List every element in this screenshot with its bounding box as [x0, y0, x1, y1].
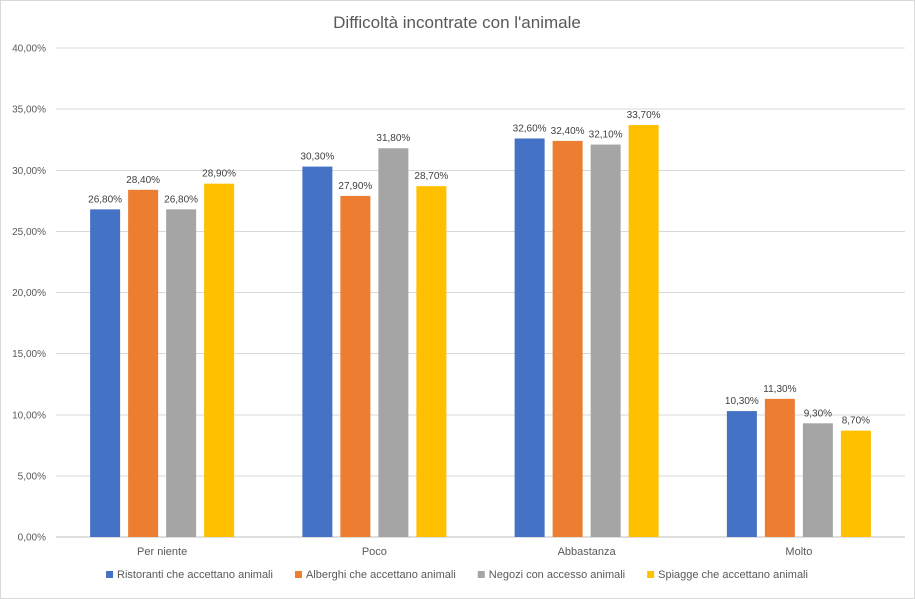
bar [128, 189, 159, 537]
data-label: 27,90% [338, 181, 372, 192]
y-tick-label: 0,00% [18, 533, 46, 544]
legend-item: Spiagge che accettano animali [647, 569, 808, 581]
bar [552, 140, 583, 537]
x-tick-label: Molto [785, 546, 812, 558]
data-label: 28,40% [126, 175, 160, 186]
legend-item: Ristoranti che accettano animali [106, 569, 273, 581]
bar [90, 209, 121, 537]
x-tick-label: Per niente [137, 546, 187, 558]
data-label: 30,30% [300, 152, 334, 163]
x-tick-label: Abbastanza [558, 546, 617, 558]
legend-label: Spiagge che accettano animali [658, 569, 808, 581]
bar [302, 166, 333, 537]
bars [90, 125, 871, 538]
data-label: 26,80% [164, 194, 198, 205]
bar [166, 209, 197, 537]
data-label: 32,10% [589, 130, 623, 141]
x-axis: Per niente Poco Abbastanza Molto [137, 546, 812, 558]
x-tick-label: Poco [362, 546, 387, 558]
y-tick-label: 15,00% [12, 349, 46, 360]
legend-swatch [106, 571, 114, 578]
legend-swatch [477, 571, 485, 578]
bar [514, 138, 545, 537]
legend-item: Negozi con accesso animali [477, 569, 625, 581]
legend: Ristoranti che accettano animali Alberghi… [106, 569, 808, 581]
chart-title: Difficoltà incontrate con l'animale [333, 13, 581, 32]
bar [416, 186, 447, 537]
bar [726, 411, 757, 537]
data-label: 10,30% [725, 396, 759, 407]
bar [204, 183, 235, 537]
y-tick-label: 5,00% [18, 471, 46, 482]
legend-label: Negozi con accesso animali [489, 569, 625, 581]
y-tick-label: 10,00% [12, 410, 46, 421]
legend-item: Alberghi che accettano animali [294, 569, 456, 581]
legend-label: Alberghi che accettano animali [306, 569, 456, 581]
bar [378, 148, 409, 537]
y-tick-label: 40,00% [12, 44, 46, 55]
y-tick-label: 35,00% [12, 105, 46, 116]
bar [764, 398, 795, 537]
legend-swatch [294, 571, 302, 578]
legend-label: Ristoranti che accettano animali [117, 569, 273, 581]
legend-swatch [647, 571, 655, 578]
y-tick-label: 25,00% [12, 227, 46, 238]
y-tick-label: 20,00% [12, 288, 46, 299]
data-label: 32,60% [513, 123, 547, 134]
data-label: 28,70% [414, 171, 448, 182]
data-label: 26,80% [88, 194, 122, 205]
data-label: 33,70% [627, 110, 661, 121]
y-tick-label: 30,00% [12, 166, 46, 177]
data-label: 11,30% [763, 384, 796, 395]
bar [590, 144, 621, 537]
data-label: 28,90% [202, 169, 236, 180]
y-axis: 0,00% 5,00% 10,00% 15,00% 20,00% 25,00% 30,00%… [12, 44, 46, 544]
data-label: 31,80% [376, 133, 410, 144]
bar [802, 423, 833, 537]
gridlines [56, 47, 905, 538]
data-labels: 26,80% 28,40% 26,80% 28,90% 30,30% 27,90% 31,8… [88, 110, 870, 427]
bar [840, 430, 871, 537]
data-label: 8,70% [842, 416, 870, 427]
bar [340, 195, 371, 538]
data-label: 9,30% [804, 408, 832, 419]
data-label: 32,40% [551, 126, 585, 137]
bar [628, 125, 659, 537]
